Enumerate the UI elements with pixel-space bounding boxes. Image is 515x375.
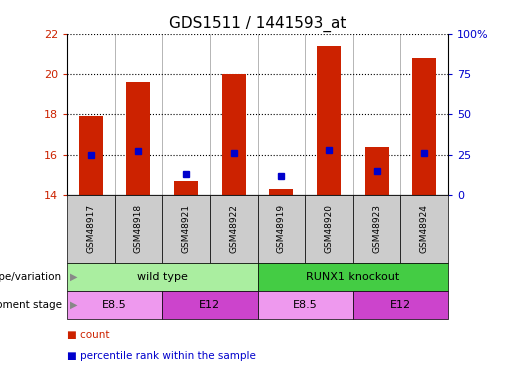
Bar <box>269 189 293 195</box>
Text: E12: E12 <box>390 300 411 310</box>
Bar <box>79 116 102 195</box>
Text: E8.5: E8.5 <box>293 300 318 310</box>
Text: E8.5: E8.5 <box>102 300 127 310</box>
Bar <box>222 74 246 195</box>
Bar <box>365 147 388 195</box>
Bar <box>174 181 198 195</box>
Text: GSM48917: GSM48917 <box>87 204 95 254</box>
Text: genotype/variation: genotype/variation <box>0 272 62 282</box>
Text: GSM48920: GSM48920 <box>324 204 333 253</box>
Title: GDS1511 / 1441593_at: GDS1511 / 1441593_at <box>169 16 346 32</box>
Text: GSM48922: GSM48922 <box>229 204 238 253</box>
Text: ▶: ▶ <box>70 300 77 310</box>
Bar <box>317 46 341 195</box>
Text: development stage: development stage <box>0 300 62 310</box>
Text: E12: E12 <box>199 300 220 310</box>
Text: GSM48918: GSM48918 <box>134 204 143 254</box>
Text: wild type: wild type <box>137 272 187 282</box>
Text: GSM48921: GSM48921 <box>182 204 191 253</box>
Text: ■ percentile rank within the sample: ■ percentile rank within the sample <box>67 351 256 361</box>
Bar <box>413 58 436 195</box>
Text: GSM48923: GSM48923 <box>372 204 381 253</box>
Bar <box>127 82 150 195</box>
Text: GSM48919: GSM48919 <box>277 204 286 254</box>
Text: GSM48924: GSM48924 <box>420 204 428 253</box>
Text: RUNX1 knockout: RUNX1 knockout <box>306 272 400 282</box>
Text: ■ count: ■ count <box>67 330 110 340</box>
Text: ▶: ▶ <box>70 272 77 282</box>
